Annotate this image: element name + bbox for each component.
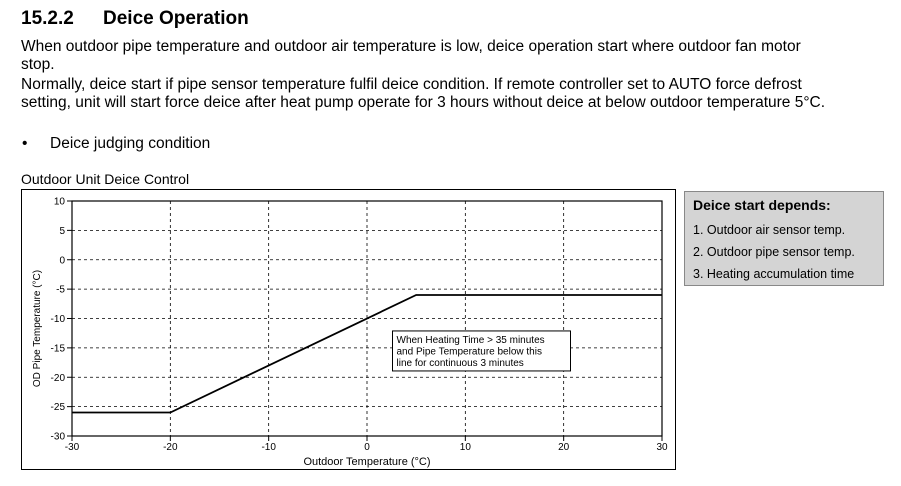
annotation-box xyxy=(392,330,571,372)
paragraph-2: Normally, deice start if pipe sensor tem… xyxy=(21,76,893,112)
y-tick-label: 10 xyxy=(54,197,66,208)
annotation-text-line: line for continuous 3 minutes xyxy=(397,358,524,369)
y-tick-label: -5 xyxy=(56,285,65,296)
x-tick-label: -20 xyxy=(163,442,178,453)
y-tick-label: -25 xyxy=(51,402,66,413)
chart-frame: 10 5 0 -5 -10 -15 -20 -25 -30 -30 -20 -10 0 10 20 30 Out… xyxy=(21,189,676,470)
y-tick-label: 5 xyxy=(59,226,65,237)
paragraph-2-line-2: setting, unit will start force deice aft… xyxy=(21,94,826,111)
deice-conditions-box: Deice start depends: 1. Outdoor air sens… xyxy=(684,191,884,286)
infobox-item-2: 2. Outdoor pipe sensor temp. xyxy=(693,245,855,259)
section-title: Deice Operation xyxy=(103,8,249,29)
chart-title: Outdoor Unit Deice Control xyxy=(21,171,190,187)
bullet-text: Deice judging condition xyxy=(50,135,211,152)
paragraph-1: When outdoor pipe temperature and outdoo… xyxy=(21,38,893,74)
y-tick-label: 0 xyxy=(59,255,65,266)
annotation-text-line: When Heating Time > 35 minutes xyxy=(397,335,545,346)
x-tick-label: 0 xyxy=(364,442,370,453)
annotation-text-line: and Pipe Temperature below this xyxy=(397,346,542,357)
paragraph-2-line-1: Normally, deice start if pipe sensor tem… xyxy=(21,76,802,93)
x-tick-label: 20 xyxy=(558,442,570,453)
paragraph-1-line-1: When outdoor pipe temperature and outdoo… xyxy=(21,38,801,55)
infobox-item-1: 1. Outdoor air sensor temp. xyxy=(693,223,846,237)
infobox-item-3: 3. Heating accumulation time xyxy=(693,267,855,281)
x-tick-label: -30 xyxy=(65,442,80,453)
x-tick-label: 10 xyxy=(460,442,472,453)
deice-chart: 10 5 0 -5 -10 -15 -20 -25 -30-30 -20 -10 0 10 20 30 Out… xyxy=(32,197,668,469)
infobox-title: Deice start depends: xyxy=(693,197,831,213)
y-tick-label: -15 xyxy=(51,343,66,354)
y-tick-label: -30 xyxy=(51,432,66,443)
x-tick-label: 30 xyxy=(656,442,668,453)
section-number: 15.2.2 xyxy=(21,8,74,29)
paragraph-1-line-2: stop. xyxy=(21,56,55,73)
deice-threshold-line xyxy=(72,294,662,414)
x-tick-label: -10 xyxy=(261,442,276,453)
y-axis-label: OD Pipe Temperature (°C) xyxy=(32,270,43,387)
x-axis-label: Outdoor Temperature (°C) xyxy=(303,456,430,468)
section-heading: 15.2.2 Deice Operation xyxy=(21,8,249,30)
bullet-item: • Deice judging condition xyxy=(22,135,210,153)
y-tick-label: -20 xyxy=(51,373,66,384)
y-tick-label: -10 xyxy=(51,314,66,325)
bullet-dot: • xyxy=(22,135,28,152)
